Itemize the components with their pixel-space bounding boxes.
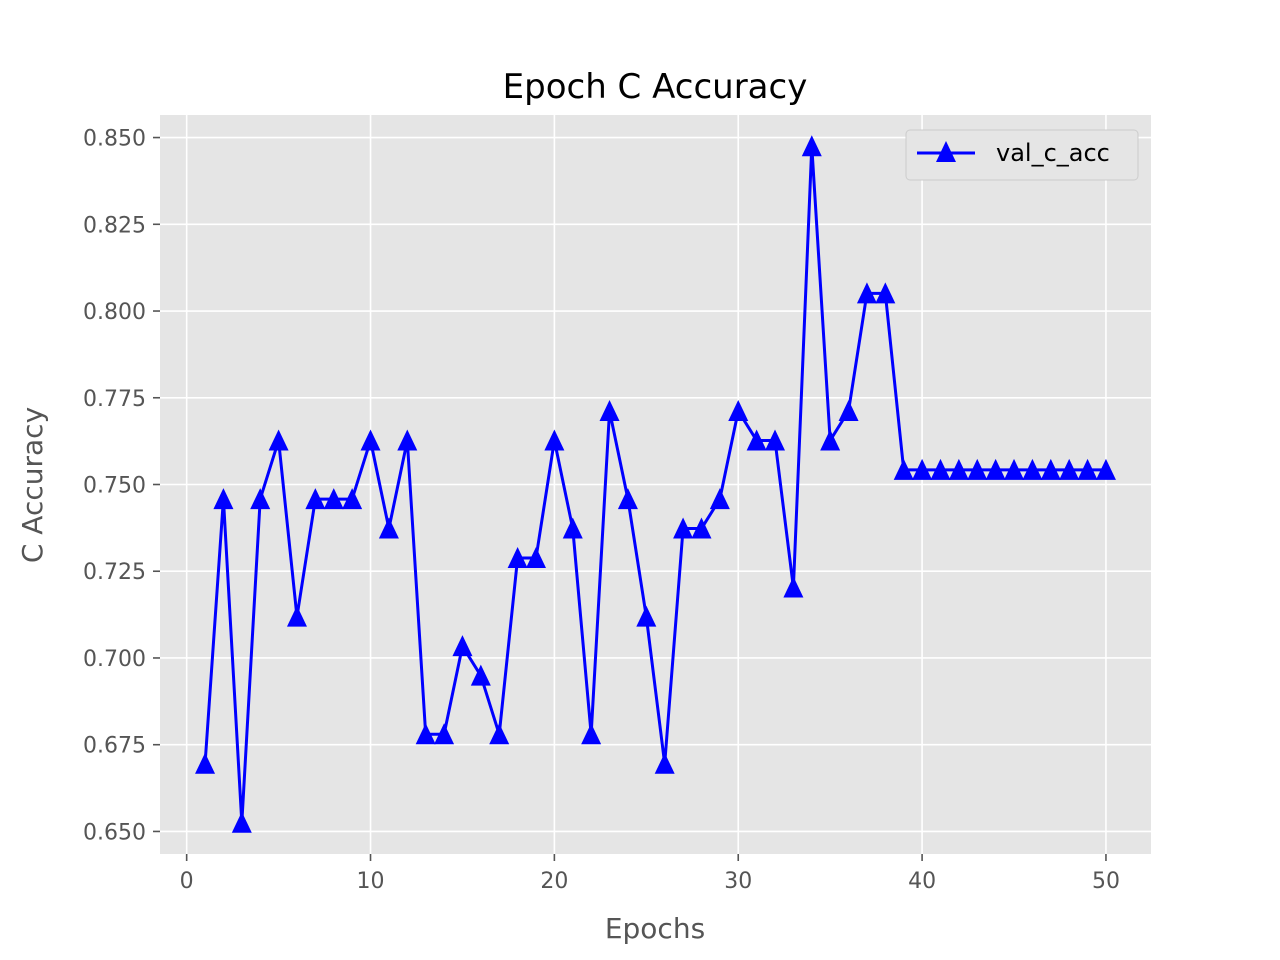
data-point	[728, 399, 749, 421]
data-point	[1040, 458, 1061, 480]
data-point	[746, 429, 767, 451]
data-point	[617, 488, 638, 510]
y-tick-label: 0.650	[83, 820, 146, 845]
data-point	[709, 488, 730, 510]
data-point	[1077, 458, 1098, 480]
y-tick-label: 0.750	[83, 474, 146, 499]
data-point	[765, 429, 786, 451]
data-point	[654, 752, 675, 774]
data-point	[231, 811, 252, 833]
y-axis-title: C Accuracy	[16, 407, 49, 563]
data-point	[305, 488, 326, 510]
data-point	[195, 752, 216, 774]
data-point	[250, 488, 271, 510]
data-point	[599, 399, 620, 421]
x-tick-label: 30	[724, 869, 752, 894]
data-point	[525, 547, 546, 569]
x-tick-label: 10	[357, 869, 385, 894]
y-tick-label: 0.825	[83, 213, 146, 238]
y-tick-label: 0.850	[83, 127, 146, 152]
data-point	[930, 458, 951, 480]
legend-label: val_c_acc	[996, 139, 1110, 167]
data-point	[948, 458, 969, 480]
data-point	[1004, 458, 1025, 480]
data-point	[912, 458, 933, 480]
data-point	[801, 135, 822, 157]
data-point	[838, 399, 859, 421]
data-point	[985, 458, 1006, 480]
legend-marker	[936, 141, 956, 162]
series	[195, 135, 1116, 833]
data-point	[893, 458, 914, 480]
x-axis-title: Epochs	[605, 912, 705, 945]
data-point	[434, 723, 455, 745]
data-point	[489, 723, 510, 745]
y-tick-label: 0.725	[83, 560, 146, 585]
x-tick-label: 20	[540, 869, 568, 894]
y-tick-label: 0.800	[83, 300, 146, 325]
data-point	[397, 429, 418, 451]
ticks: 0 10 20 30 40 50 0.650 0.675 0.700 0.725 0.750 0.77…	[83, 127, 1120, 894]
data-point	[1095, 458, 1116, 480]
y-tick-label: 0.700	[83, 647, 146, 672]
x-tick-label: 0	[180, 869, 194, 894]
data-point	[673, 517, 694, 539]
data-point	[1022, 458, 1043, 480]
data-point	[378, 517, 399, 539]
data-point	[636, 605, 657, 627]
data-point	[507, 547, 528, 569]
data-point	[820, 429, 841, 451]
chart-title: Epoch C Accuracy	[503, 67, 808, 107]
legend: val_c_acc	[905, 129, 1139, 181]
data-point	[691, 517, 712, 539]
data-point	[268, 429, 289, 451]
data-point	[360, 429, 381, 451]
data-point	[544, 429, 565, 451]
data-point	[856, 282, 877, 304]
data-point	[783, 576, 804, 598]
data-point	[1059, 458, 1080, 480]
data-point	[581, 723, 602, 745]
grid	[160, 115, 1151, 854]
data-point	[967, 458, 988, 480]
y-tick-label: 0.775	[83, 387, 146, 412]
data-point	[213, 488, 234, 510]
legend-box	[905, 129, 1139, 181]
data-point	[323, 488, 344, 510]
data-point	[415, 723, 436, 745]
data-point	[470, 664, 491, 686]
y-tick-label: 0.675	[83, 734, 146, 759]
data-point	[342, 488, 363, 510]
data-point	[875, 282, 896, 304]
data-point	[286, 605, 307, 627]
data-point	[562, 517, 583, 539]
x-tick-label: 40	[908, 869, 936, 894]
x-tick-label: 50	[1092, 869, 1120, 894]
data-point	[452, 635, 473, 657]
